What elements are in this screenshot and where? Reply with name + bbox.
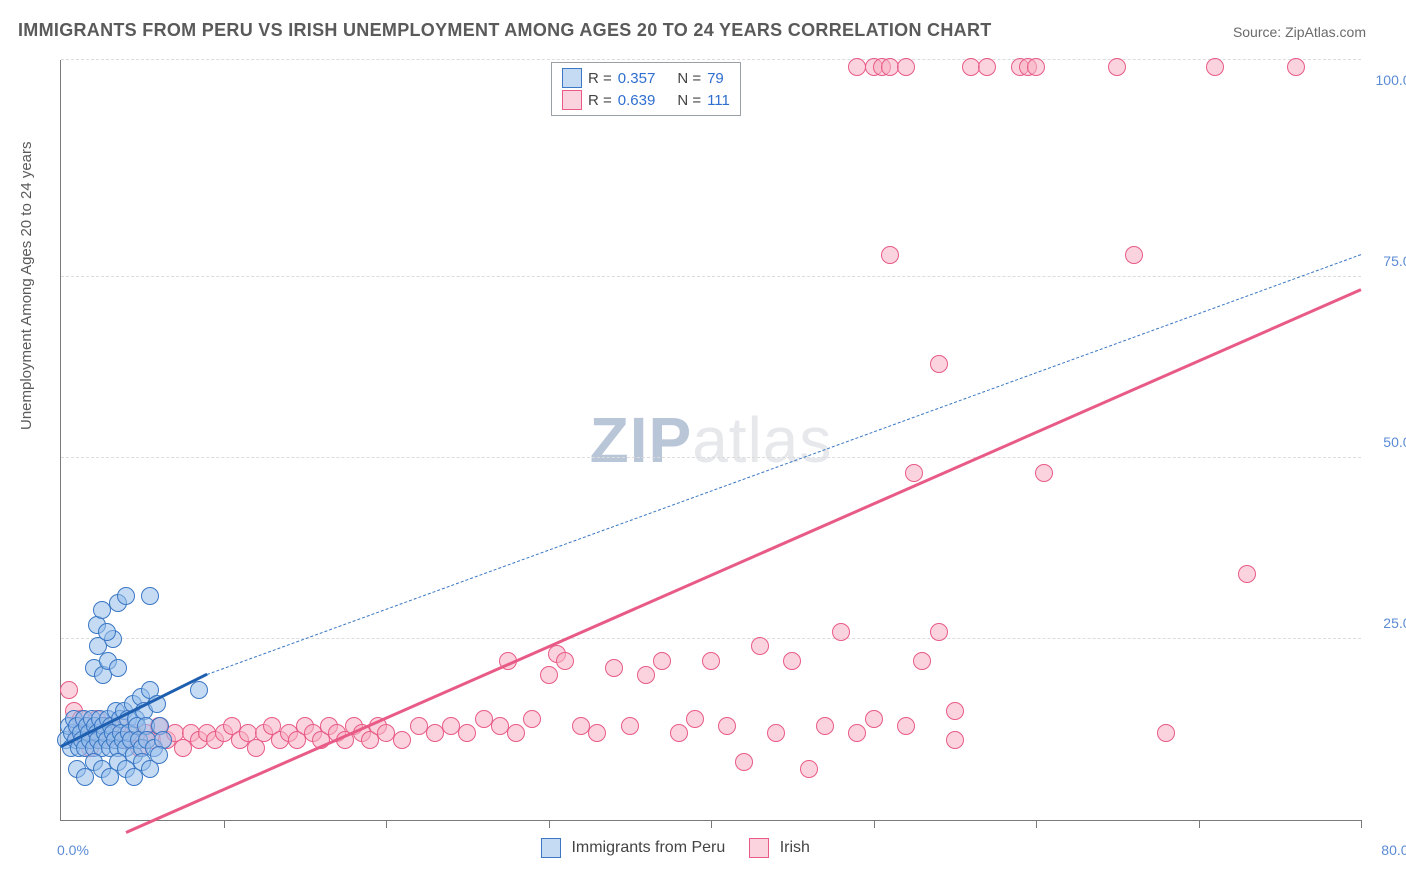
data-point-irish bbox=[800, 760, 818, 778]
data-point-irish bbox=[686, 710, 704, 728]
y-tick-label: 50.0% bbox=[1383, 434, 1406, 450]
data-point-irish bbox=[60, 681, 78, 699]
series-legend: Immigrants from Peru Irish bbox=[541, 838, 810, 858]
data-point-irish bbox=[897, 58, 915, 76]
x-tick bbox=[1036, 820, 1037, 828]
x-tick bbox=[874, 820, 875, 828]
data-point-irish bbox=[540, 666, 558, 684]
chart-title: IMMIGRANTS FROM PERU VS IRISH UNEMPLOYME… bbox=[18, 20, 992, 41]
data-point-peru bbox=[109, 659, 127, 677]
data-point-irish bbox=[767, 724, 785, 742]
y-tick-label: 100.0% bbox=[1376, 72, 1406, 88]
legend-swatch-irish bbox=[562, 90, 582, 110]
data-point-irish bbox=[1035, 464, 1053, 482]
data-point-irish bbox=[783, 652, 801, 670]
watermark: ZIPatlas bbox=[590, 403, 833, 477]
data-point-irish bbox=[751, 637, 769, 655]
gridline bbox=[61, 59, 1361, 60]
trend-line bbox=[207, 254, 1361, 675]
x-min-label: 0.0% bbox=[57, 842, 89, 858]
data-point-irish bbox=[946, 731, 964, 749]
data-point-peru bbox=[98, 623, 116, 641]
y-axis-label: Unemployment Among Ages 20 to 24 years bbox=[18, 141, 35, 430]
data-point-peru bbox=[93, 601, 111, 619]
data-point-irish bbox=[1108, 58, 1126, 76]
n-value-peru: 79 bbox=[707, 70, 724, 87]
data-point-irish bbox=[946, 702, 964, 720]
n-value-irish: 111 bbox=[707, 92, 730, 109]
data-point-peru bbox=[117, 587, 135, 605]
data-point-irish bbox=[637, 666, 655, 684]
r-label: R = bbox=[588, 92, 612, 109]
data-point-peru bbox=[141, 587, 159, 605]
legend-row-peru: R = 0.357 N = 79 bbox=[562, 67, 730, 89]
x-max-label: 80.0% bbox=[1381, 842, 1406, 858]
data-point-irish bbox=[393, 731, 411, 749]
legend-swatch-irish bbox=[749, 838, 769, 858]
data-point-irish bbox=[930, 355, 948, 373]
data-point-irish bbox=[1206, 58, 1224, 76]
x-tick bbox=[386, 820, 387, 828]
correlation-legend: R = 0.357 N = 79 R = 0.639 N = 111 bbox=[551, 62, 741, 116]
data-point-irish bbox=[832, 623, 850, 641]
data-point-irish bbox=[930, 623, 948, 641]
legend-item-peru: Immigrants from Peru bbox=[541, 838, 725, 858]
x-tick bbox=[1361, 820, 1362, 828]
data-point-irish bbox=[1157, 724, 1175, 742]
y-tick-label: 25.0% bbox=[1383, 615, 1406, 631]
legend-swatch-peru bbox=[541, 838, 561, 858]
data-point-irish bbox=[702, 652, 720, 670]
data-point-irish bbox=[458, 724, 476, 742]
data-point-irish bbox=[1238, 565, 1256, 583]
scatter-plot: ZIPatlas 0.0% 80.0% R = 0.357 N = 79 R =… bbox=[60, 60, 1361, 821]
data-point-peru bbox=[150, 746, 168, 764]
x-tick bbox=[549, 820, 550, 828]
legend-item-irish: Irish bbox=[749, 838, 810, 858]
data-point-irish bbox=[653, 652, 671, 670]
data-point-irish bbox=[670, 724, 688, 742]
data-point-peru bbox=[190, 681, 208, 699]
source-label: Source: ZipAtlas.com bbox=[1233, 24, 1366, 40]
data-point-irish bbox=[848, 724, 866, 742]
data-point-irish bbox=[507, 724, 525, 742]
data-point-irish bbox=[588, 724, 606, 742]
x-tick bbox=[1199, 820, 1200, 828]
data-point-irish bbox=[881, 246, 899, 264]
data-point-irish bbox=[1287, 58, 1305, 76]
data-point-irish bbox=[816, 717, 834, 735]
legend-row-irish: R = 0.639 N = 111 bbox=[562, 89, 730, 111]
data-point-irish bbox=[426, 724, 444, 742]
n-label: N = bbox=[677, 92, 701, 109]
n-label: N = bbox=[677, 70, 701, 87]
data-point-irish bbox=[605, 659, 623, 677]
legend-label-peru: Immigrants from Peru bbox=[571, 839, 725, 856]
data-point-irish bbox=[523, 710, 541, 728]
data-point-irish bbox=[1125, 246, 1143, 264]
data-point-irish bbox=[1027, 58, 1045, 76]
data-point-irish bbox=[905, 464, 923, 482]
data-point-irish bbox=[556, 652, 574, 670]
legend-label-irish: Irish bbox=[780, 839, 810, 856]
watermark-bold: ZIP bbox=[590, 404, 693, 476]
data-point-irish bbox=[897, 717, 915, 735]
data-point-irish bbox=[913, 652, 931, 670]
r-label: R = bbox=[588, 70, 612, 87]
data-point-irish bbox=[735, 753, 753, 771]
x-tick bbox=[224, 820, 225, 828]
legend-swatch-peru bbox=[562, 68, 582, 88]
watermark-light: atlas bbox=[692, 404, 832, 476]
data-point-irish bbox=[621, 717, 639, 735]
data-point-irish bbox=[865, 710, 883, 728]
x-tick bbox=[711, 820, 712, 828]
y-tick-label: 75.0% bbox=[1383, 253, 1406, 269]
gridline bbox=[61, 276, 1361, 277]
r-value-peru: 0.357 bbox=[618, 70, 656, 87]
gridline bbox=[61, 457, 1361, 458]
gridline bbox=[61, 638, 1361, 639]
data-point-irish bbox=[718, 717, 736, 735]
r-value-irish: 0.639 bbox=[618, 92, 656, 109]
data-point-irish bbox=[978, 58, 996, 76]
